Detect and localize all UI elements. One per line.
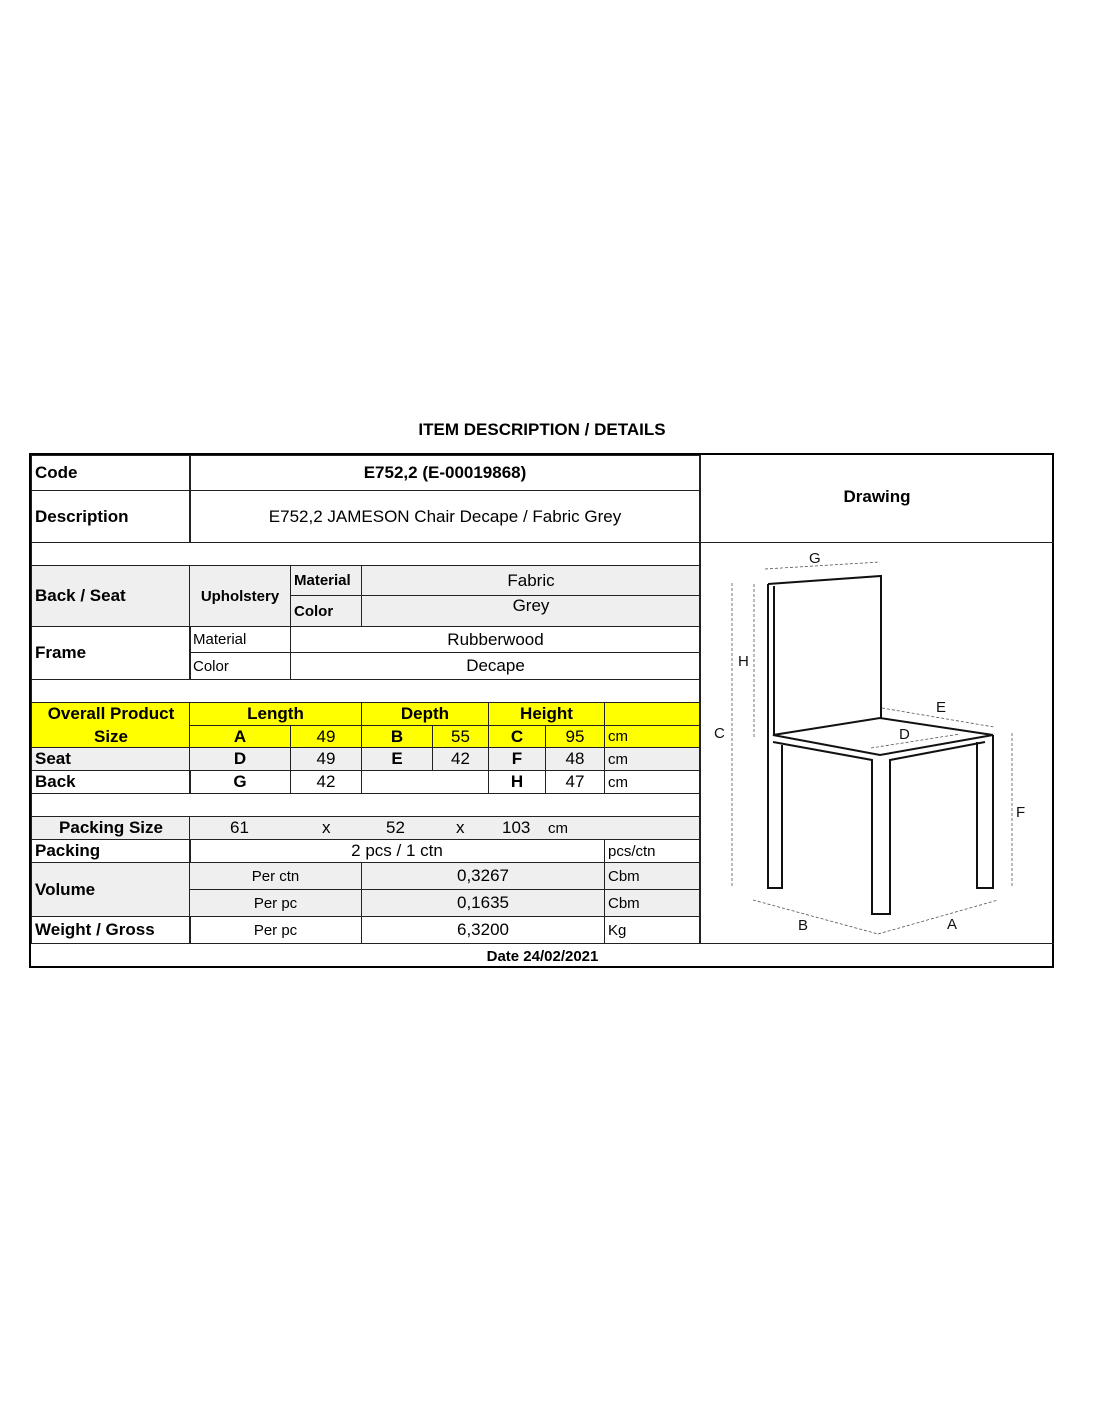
chair-right-leg — [976, 735, 994, 889]
volume-unit: Cbm — [604, 889, 701, 917]
overall-label-1: Overall Product — [47, 704, 175, 723]
overall-label-2: Size — [93, 727, 129, 746]
dim-label-e: E — [936, 699, 946, 716]
dim-value: 42 — [432, 747, 489, 771]
packing-x: x — [322, 818, 331, 837]
chair-seat — [772, 716, 994, 757]
packing-length: 61 — [230, 818, 249, 837]
dim-letter: C — [488, 725, 546, 748]
volume-unit: Cbm — [604, 862, 701, 890]
dim-letter: F — [488, 747, 546, 771]
details-table: Code E752,2 (E-00019868) Description E75… — [29, 453, 1054, 968]
chair-front-leg — [772, 741, 986, 915]
color-label: Color — [290, 595, 362, 627]
upholstery-material: Fabric — [361, 565, 701, 596]
page-title: ITEM DESCRIPTION / DETAILS — [418, 420, 666, 439]
length-header: Length — [189, 702, 362, 726]
dim-unit: cm — [604, 747, 701, 771]
dim-label-g: G — [809, 550, 821, 567]
upholstery-color: Grey — [361, 595, 701, 627]
packing-x: x — [456, 818, 465, 837]
per-ctn-label: Per ctn — [189, 862, 362, 890]
dim-value: 55 — [432, 725, 489, 748]
dim-label-c: C — [714, 725, 725, 742]
date-text: Date 24/02/2021 — [486, 947, 599, 965]
chair-back-left-leg — [767, 584, 783, 889]
dim-label-b: B — [798, 917, 808, 934]
drawing-area — [699, 542, 1054, 944]
dim-letter: E — [361, 747, 433, 771]
packing-unit: cm — [548, 819, 568, 837]
height-header: Height — [488, 702, 605, 726]
upholstery-label: Upholstery — [189, 565, 291, 627]
packing-width: 52 — [386, 818, 405, 837]
back-seat-label: Back / Seat — [31, 565, 191, 627]
date: Date 24/02/2021 — [31, 943, 1054, 968]
chair-back — [767, 574, 882, 718]
packing-size-values: 61 x 52 x 103 cm — [189, 816, 701, 840]
depth-header: Depth — [361, 702, 489, 726]
material-label: Material — [290, 565, 362, 596]
dim-label-a: A — [947, 916, 957, 933]
per-pc-label: Per pc — [189, 889, 362, 917]
dim-label-f: F — [1016, 804, 1025, 821]
dim-label-d: D — [899, 726, 910, 743]
packing-size-label: Packing Size — [31, 816, 191, 840]
volume-label: Volume — [31, 862, 191, 917]
dim-label-h: H — [738, 653, 749, 670]
packing-height: 103 — [502, 818, 531, 837]
